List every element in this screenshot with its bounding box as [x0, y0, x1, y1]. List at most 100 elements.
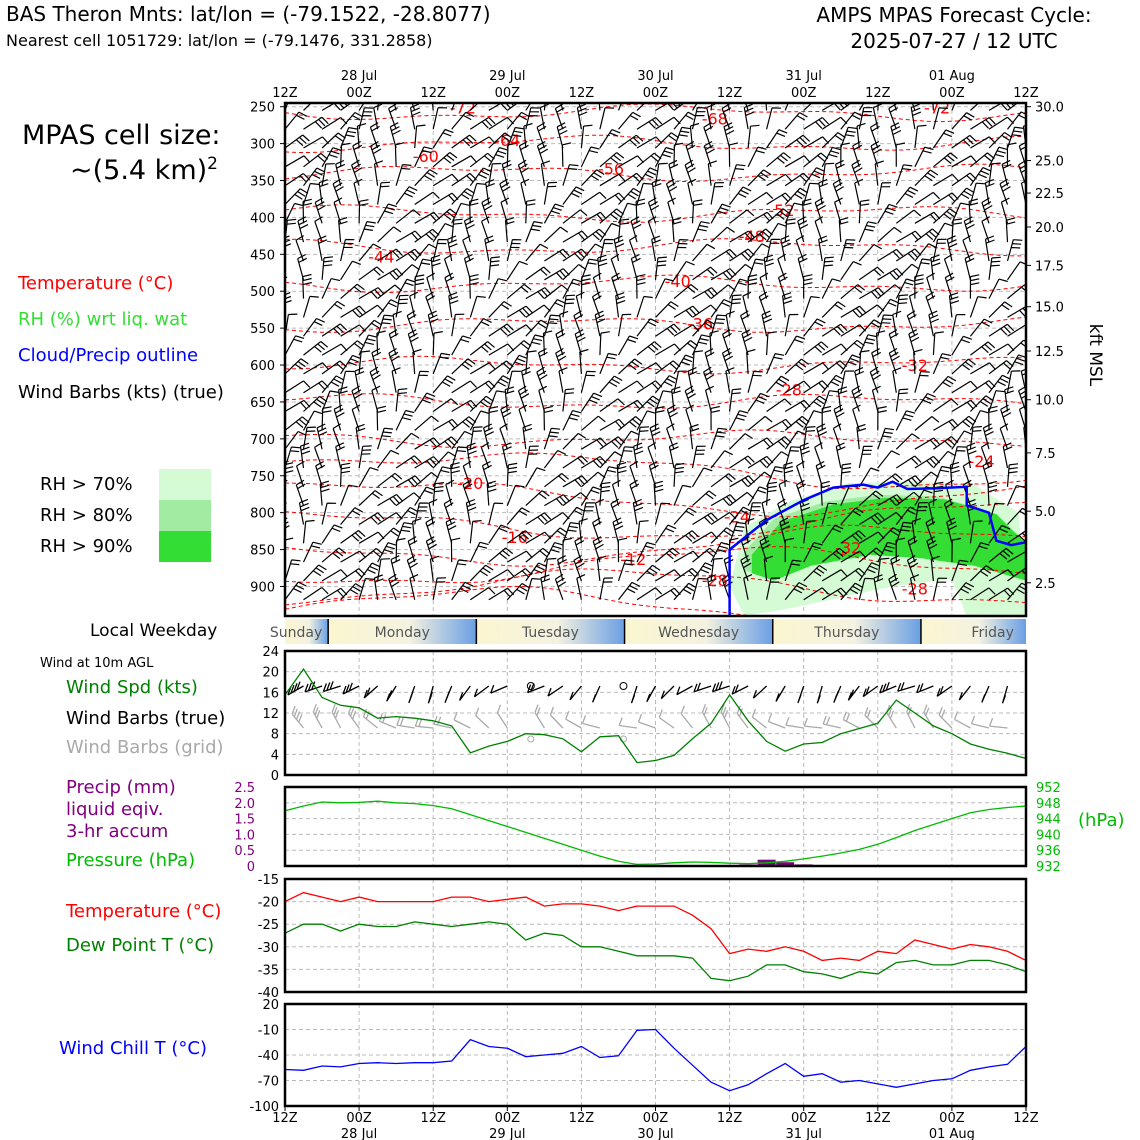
top-date-label: 31 Jul — [786, 69, 822, 84]
wind-barb — [766, 418, 793, 431]
wind-barb — [911, 518, 921, 544]
top-time-tick-label: 12Z — [420, 86, 446, 101]
wind-barb — [636, 520, 649, 544]
wind-barb — [507, 550, 533, 563]
wind-barb — [500, 404, 512, 431]
wind-barb — [671, 217, 682, 243]
wind-barb — [525, 490, 550, 507]
true-wind-barb — [363, 685, 379, 699]
true-wind-barb — [897, 682, 916, 692]
wind-barb — [1006, 463, 1019, 487]
top-time-tick-label: 12Z — [1013, 86, 1039, 101]
wind-barb — [913, 349, 923, 374]
wind-barb — [655, 587, 681, 601]
wind-barb — [673, 550, 700, 563]
wind-barb — [321, 569, 348, 582]
wind-barb — [370, 140, 382, 167]
wind-barb — [1007, 305, 1026, 318]
wind-barb — [285, 134, 310, 149]
wind-barb — [430, 254, 441, 280]
wind-barb — [303, 395, 328, 412]
panel-tick-label: 24 — [262, 645, 279, 660]
wind-barb — [704, 348, 715, 375]
wind-barb — [395, 537, 406, 563]
wind-barb — [573, 310, 584, 337]
calm-wind-marker — [526, 682, 535, 690]
wind-barb — [710, 427, 728, 450]
wind-barb — [988, 116, 1015, 130]
wind-barb — [543, 449, 567, 469]
wind-barb — [783, 461, 794, 487]
wind-barb — [321, 300, 346, 318]
wind-barb — [691, 199, 703, 224]
wind-barb — [951, 415, 977, 431]
wind-barb — [488, 375, 511, 394]
wind-barb — [833, 404, 845, 431]
wind-barb — [388, 329, 399, 356]
wind-barb — [414, 502, 429, 525]
temperature-contour — [285, 238, 1026, 257]
wind-barb — [818, 235, 828, 262]
wind-barb — [895, 209, 922, 224]
grid-wind-barb — [581, 715, 601, 729]
wind-barb — [655, 547, 680, 563]
wind-barb — [628, 235, 638, 262]
wind-barb — [562, 506, 585, 525]
kft-tick-label: 20.0 — [1035, 221, 1064, 236]
precip-tick-label: 1.0 — [234, 828, 255, 843]
wind-barb — [784, 537, 795, 563]
wind-barb — [432, 107, 448, 130]
wind-10m-frame — [283, 649, 1028, 777]
wind-barb — [803, 542, 823, 563]
wind-barb — [840, 370, 855, 393]
wind-barb — [877, 298, 899, 318]
wind-barb — [784, 134, 811, 149]
bottom-time-tick-label: 00Z — [939, 1111, 965, 1126]
wind-barb — [914, 191, 941, 206]
wind-barb — [928, 498, 938, 525]
wind-barb — [618, 380, 644, 394]
wind-barb — [321, 524, 343, 544]
wind-barb — [840, 126, 858, 149]
wind-barb — [414, 124, 426, 149]
top-time-tick-label: 12Z — [569, 86, 595, 101]
panel-tick-label: -40 — [258, 1049, 279, 1064]
wind-barb — [722, 329, 732, 356]
wind-barb — [358, 221, 376, 243]
wind-barb — [1000, 404, 1012, 431]
wind-barb — [803, 520, 816, 544]
wind-barb — [840, 305, 867, 318]
true-wind-barb — [833, 685, 842, 703]
wind-barb — [451, 313, 465, 337]
wind-barb — [759, 536, 771, 563]
wind-barb — [617, 218, 630, 243]
weekday-bar: Sunday Monday Tuesday Wednesday Thursday Frid… — [270, 619, 1026, 644]
wind-barb — [888, 573, 900, 601]
grid-wind-barb — [886, 704, 897, 729]
wind-barb — [575, 291, 585, 318]
wind-barb — [425, 536, 437, 563]
wind-barb — [766, 451, 790, 469]
wind-barb — [784, 582, 808, 601]
wind-barb — [599, 331, 610, 356]
wind-barb — [373, 160, 384, 186]
wind-barb — [840, 111, 863, 130]
grid-wind-barb — [953, 711, 971, 729]
wind-barb — [599, 192, 626, 206]
time-height-axes: 250 300 350 400 450 500 550 600 650 700 750 800 850 9… — [250, 69, 1105, 618]
panel-tick-label: -30 — [258, 941, 279, 956]
wind-barb — [988, 405, 998, 431]
wind-barb — [488, 103, 515, 111]
wind-barb — [705, 385, 714, 412]
wind-barb — [710, 226, 735, 243]
wind-barb — [895, 521, 913, 544]
wind-barb — [779, 517, 791, 544]
wind-barb — [525, 562, 548, 582]
wind-barb — [970, 136, 996, 149]
wind-barb — [784, 155, 811, 168]
wind-barb — [303, 167, 326, 187]
wind-barb — [388, 347, 400, 375]
legend-wind-chill: Wind Chill T (°C) — [59, 1038, 207, 1059]
wind-barb — [406, 310, 417, 337]
wind-barb — [395, 248, 422, 262]
